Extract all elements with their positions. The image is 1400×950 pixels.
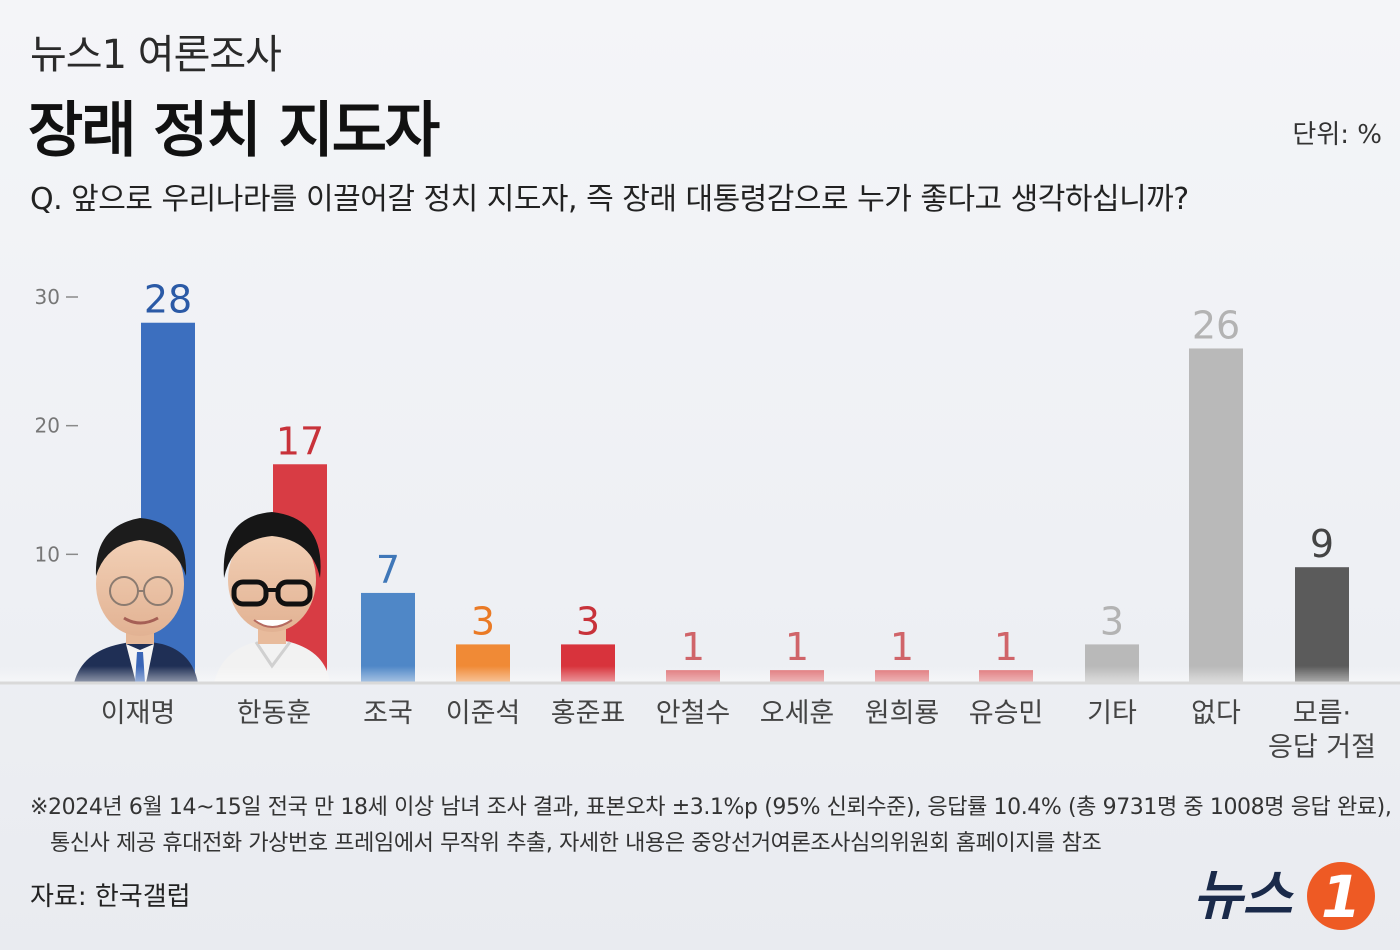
category-label-12-line-1: 모름· <box>1293 698 1351 729</box>
logo-circle-icon <box>1307 862 1375 930</box>
survey-note-line-1: ※2024년 6월 14~15일 전국 만 18세 이상 남녀 조사 결과, 표… <box>30 795 1392 820</box>
category-label-5: 홍준표 <box>551 698 626 729</box>
category-label-12-line-2: 응답 거절 <box>1268 732 1376 763</box>
bar-12 <box>1295 567 1349 683</box>
category-label-8: 원희룡 <box>865 698 940 729</box>
bar-series <box>141 322 1349 683</box>
value-label-5: 3 <box>576 599 600 643</box>
survey-question: Q. 앞으로 우리나라를 이끌어갈 정치 지도자, 즉 장래 대통령감으로 누가… <box>30 182 1189 217</box>
unit-label: 단위: % <box>1292 120 1382 150</box>
person-photo-lee <box>74 518 198 683</box>
person-photo-han <box>214 512 330 683</box>
category-label-3: 조국 <box>363 698 413 729</box>
value-label-12: 9 <box>1310 522 1334 566</box>
news1-logo: 뉴스 1 <box>1193 862 1375 931</box>
category-label-6: 안철수 <box>656 698 731 729</box>
value-label-2: 17 <box>276 419 324 463</box>
value-label-8: 1 <box>890 625 914 669</box>
y-tick-label-30: 30 <box>35 285 60 309</box>
y-tick-label-20: 20 <box>35 414 60 438</box>
bar-11 <box>1189 348 1243 683</box>
value-label-6: 1 <box>681 625 705 669</box>
category-label-1: 이재명 <box>101 698 176 729</box>
category-label-10: 기타 <box>1087 698 1137 729</box>
value-label-11: 26 <box>1192 303 1240 347</box>
logo-text: 뉴스 <box>1193 864 1295 927</box>
y-tick-label-10: 10 <box>35 542 60 566</box>
baseline-fade <box>0 666 1400 684</box>
value-label-9: 1 <box>994 625 1018 669</box>
value-label-4: 3 <box>471 599 495 643</box>
survey-note-line-2: 통신사 제공 휴대전화 가상번호 프레임에서 무작위 추출, 자세한 내용은 중… <box>50 831 1102 856</box>
category-label-4: 이준석 <box>446 698 521 729</box>
category-label-7: 오세훈 <box>760 698 835 729</box>
page-title: 장래 정치 지도자 <box>28 96 440 166</box>
category-label-2: 한동훈 <box>237 698 312 729</box>
value-label-1: 28 <box>144 278 192 322</box>
value-label-7: 1 <box>785 625 809 669</box>
survey-notes: ※2024년 6월 14~15일 전국 만 18세 이상 남녀 조사 결과, 표… <box>30 790 1392 862</box>
value-label-10: 3 <box>1100 599 1124 643</box>
value-label-3: 7 <box>376 548 400 592</box>
bar-chart: 30 20 10 28 17 7 3 3 1 1 1 1 3 26 9 이재명 한동훈 조국 이준석 홍준표 안철수… <box>0 278 1400 763</box>
category-labels: 이재명 한동훈 조국 이준석 홍준표 안철수 오세훈 원희룡 유승민 기타 없다 모름·응답 거절 <box>101 698 1376 763</box>
category-label-11: 없다 <box>1191 698 1241 729</box>
header-subtitle: 뉴스1 여론조사 <box>30 32 282 78</box>
source-label: 자료: 한국갤럽 <box>30 882 191 912</box>
logo-mark: 1 <box>1321 863 1361 931</box>
category-label-9: 유승민 <box>969 698 1044 729</box>
value-labels: 28 17 7 3 3 1 1 1 1 3 26 9 <box>144 278 1334 669</box>
y-axis-ticks: 30 20 10 <box>35 285 78 566</box>
